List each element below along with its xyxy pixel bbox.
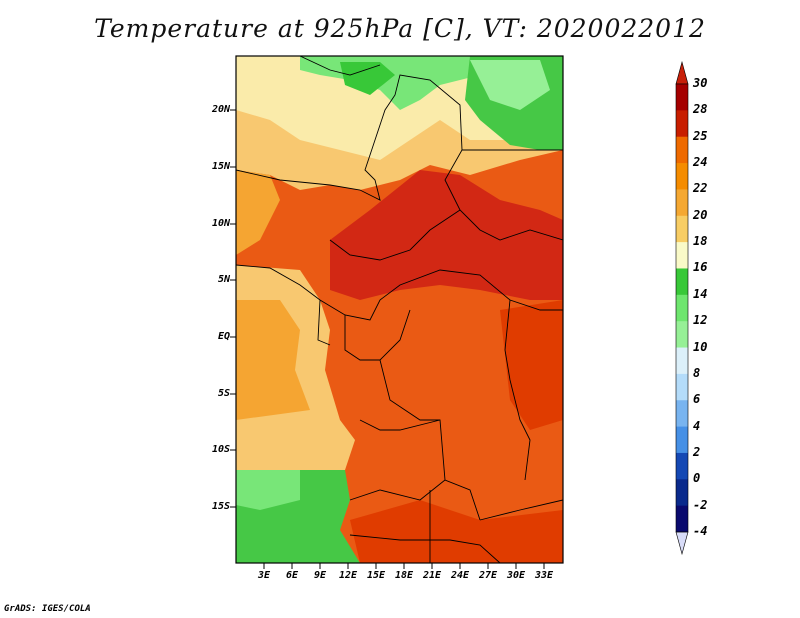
colorbar-label: 14	[693, 286, 708, 301]
colorbar-label: 10	[693, 339, 708, 354]
country-borders	[236, 56, 563, 563]
lon-label: 27E	[478, 570, 498, 581]
field-south-hot	[350, 500, 563, 563]
colorbar-segment	[676, 294, 688, 322]
colorbar-segment	[676, 373, 688, 401]
colorbar-segment	[676, 163, 688, 190]
colorbar-segment	[676, 426, 688, 454]
colorbar-label: 2	[693, 444, 701, 459]
field-east-orange	[500, 300, 563, 430]
colorbar-label: -2	[693, 497, 708, 512]
colorbar-label: 0	[693, 471, 701, 486]
field-atlantic-amber	[236, 300, 310, 420]
colorbar-top-arrow	[675, 60, 689, 85]
lat-label: 5N	[217, 274, 230, 285]
colorbar-label: 16	[693, 260, 708, 275]
credit-text: GrADS: IGES/COLA	[4, 604, 91, 614]
lon-label: 30E	[506, 570, 526, 581]
colorbar-label: 22	[693, 181, 708, 196]
field-north-green-core	[340, 62, 395, 95]
map-title: Temperature at 925hPa [C], VT: 202002201…	[94, 14, 706, 43]
field-north-green-light	[470, 60, 550, 110]
lat-ticks	[230, 109, 236, 508]
colorbar-outline	[675, 83, 689, 533]
colorbar-segment	[676, 268, 688, 296]
colorbar-label: 4	[693, 418, 701, 433]
colorbar-segment	[676, 110, 688, 138]
colorbar-label: 30	[693, 76, 708, 90]
map-frame	[235, 55, 564, 564]
temperature-field	[236, 56, 563, 563]
lat-label: 5S	[217, 388, 230, 399]
colorbar-segment	[676, 189, 688, 217]
colorbar-segment	[676, 84, 688, 111]
colorbar-label: 25	[693, 128, 708, 143]
lat-label: 15N	[211, 161, 230, 172]
colorbar-label: 28	[693, 102, 708, 117]
lon-label: 9E	[313, 570, 327, 581]
colorbar-segment	[676, 242, 688, 269]
lat-label: 10S	[211, 444, 230, 455]
colorbar-label: 20	[693, 207, 708, 222]
colorbar-segment	[676, 347, 688, 375]
lon-label: 6E	[285, 570, 299, 581]
colorbar-segment	[676, 452, 688, 480]
colorbar-segment	[676, 505, 688, 533]
colorbar-segment	[676, 215, 688, 243]
colorbar-segment	[676, 479, 688, 507]
lon-label: 3E	[257, 570, 271, 581]
lon-label: 33E	[534, 570, 554, 581]
lon-label: 21E	[422, 570, 442, 581]
lat-label: EQ	[217, 331, 230, 342]
colorbar-label: 24	[693, 155, 708, 170]
lat-label: 20N	[211, 104, 230, 115]
colorbar-label: 8	[693, 365, 701, 380]
lat-label: 10N	[211, 218, 230, 229]
colorbar-label: 18	[693, 234, 708, 249]
colorbar	[675, 60, 689, 556]
field-hot-core	[330, 170, 563, 300]
lon-label: 15E	[366, 570, 386, 581]
colorbar-label: -4	[693, 524, 708, 538]
colorbar-segment	[676, 400, 688, 428]
colorbar-bottom-arrow	[675, 531, 689, 556]
lon-label: 24E	[450, 570, 470, 581]
colorbar-label: 12	[693, 313, 708, 328]
colorbar-label: 6	[693, 392, 701, 407]
lat-label: 15S	[211, 501, 230, 512]
field-west-amber	[236, 170, 280, 255]
lon-label: 18E	[394, 570, 414, 581]
colorbar-segment	[676, 321, 688, 349]
lon-ticks	[263, 563, 545, 569]
lon-label: 12E	[338, 570, 358, 581]
colorbar-segment	[676, 136, 688, 164]
field-south-lightgreen	[236, 470, 300, 510]
